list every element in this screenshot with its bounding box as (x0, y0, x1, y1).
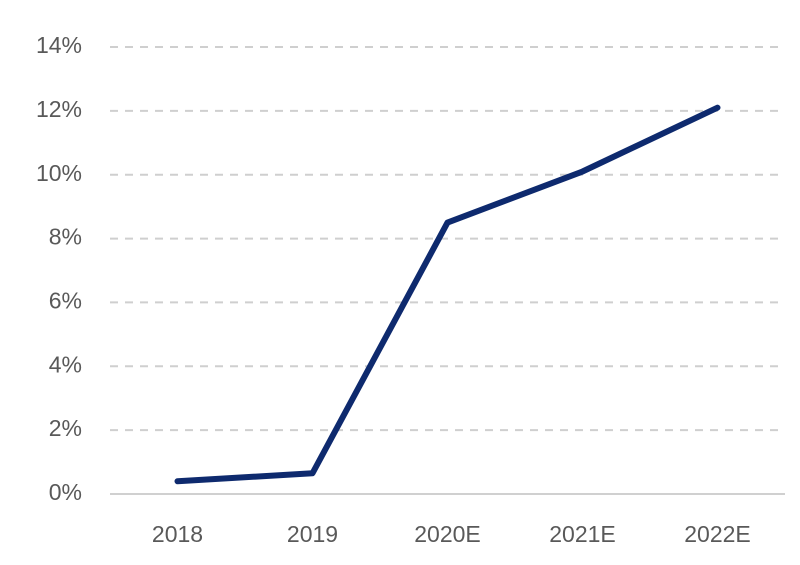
y-tick-label: 12% (36, 96, 82, 122)
x-tick-label: 2021E (549, 521, 616, 547)
x-tick-label: 2019 (287, 521, 338, 547)
y-tick-label: 6% (49, 288, 82, 314)
y-tick-label: 10% (36, 160, 82, 186)
x-tick-label: 2022E (684, 521, 751, 547)
y-tick-label: 14% (36, 32, 82, 58)
y-tick-label: 2% (49, 415, 82, 441)
y-tick-label: 4% (49, 351, 82, 377)
x-tick-label: 2018 (152, 521, 203, 547)
y-tick-label: 0% (49, 479, 82, 505)
x-tick-label: 2020E (414, 521, 481, 547)
y-tick-label: 8% (49, 224, 82, 250)
data-line (174, 104, 721, 485)
